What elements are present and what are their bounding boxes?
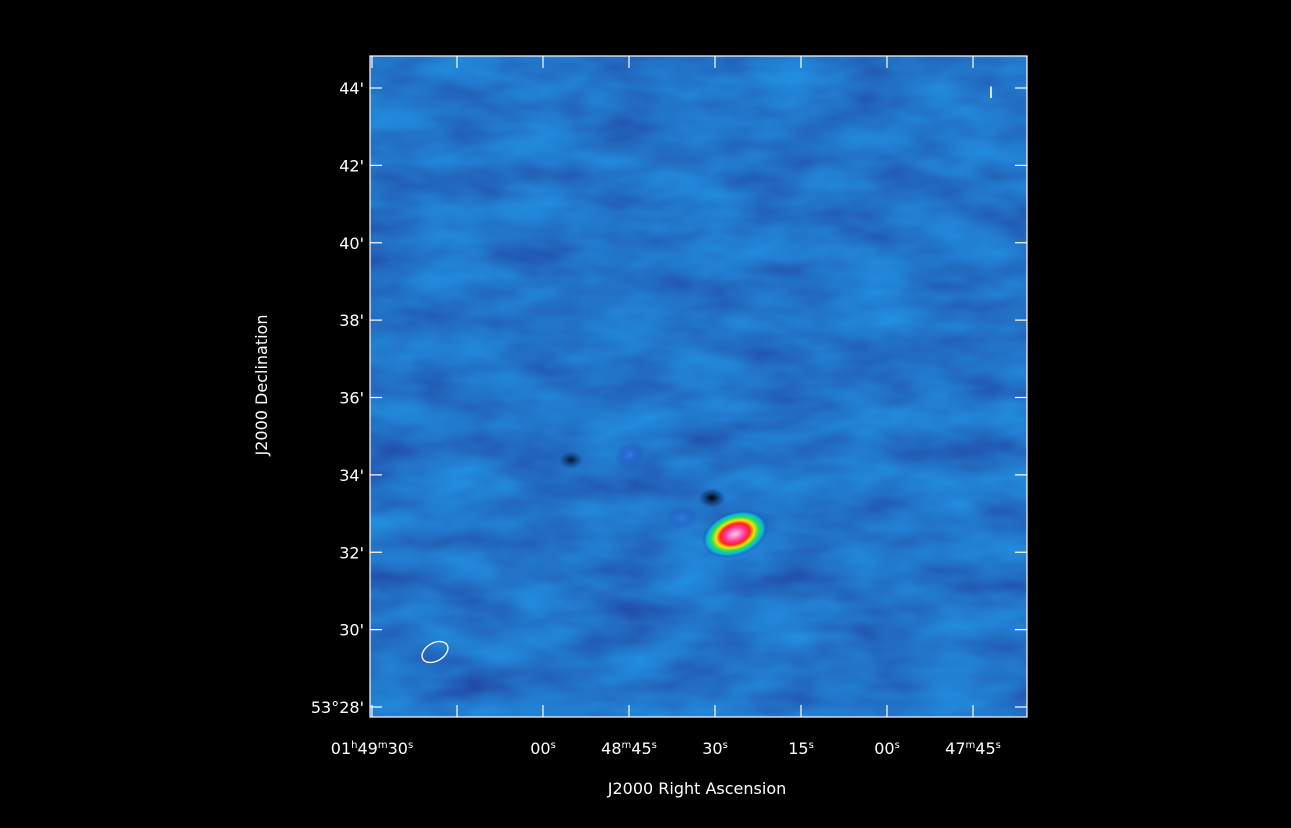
stokes-label: I [989, 83, 994, 102]
y-tick-label: 38' [339, 311, 364, 330]
x-tick-unit: s [895, 740, 900, 751]
x-tick-label: 01h49m30s [331, 739, 413, 758]
x-tick-number: 47 [945, 739, 965, 758]
x-tick-number: 01 [331, 739, 351, 758]
x-tick-unit: m [966, 740, 976, 751]
x-tick-number: 00 [874, 739, 894, 758]
y-axis-title: J2000 Declination [252, 315, 271, 457]
x-tick-number: 30 [388, 739, 408, 758]
x-tick-unit: s [723, 740, 728, 751]
x-tick-unit: s [551, 740, 556, 751]
x-tick-label: 00s [530, 739, 556, 758]
x-tick-unit: s [652, 740, 657, 751]
x-tick-number: 15 [788, 739, 808, 758]
y-tick-label: 40' [339, 234, 364, 253]
x-tick-label: 30s [702, 739, 728, 758]
x-axis-title: J2000 Right Ascension [607, 779, 787, 798]
x-tick-label: 48m45s [601, 739, 657, 758]
y-tick-label: 32' [339, 543, 364, 562]
x-tick-number: 49 [358, 739, 378, 758]
x-tick-number: 48 [601, 739, 621, 758]
x-tick-unit: m [378, 740, 388, 751]
x-tick-number: 45 [975, 739, 995, 758]
y-tick-label: 30' [339, 621, 364, 640]
y-tick-label: 53°28' [311, 698, 364, 717]
x-tick-number: 30 [702, 739, 722, 758]
x-tick-label: 47m45s [945, 739, 1001, 758]
viewer: I J2000 Declination J2000 Right Ascensio… [0, 0, 1291, 828]
x-tick-label: 15s [788, 739, 814, 758]
y-tick-label: 42' [339, 156, 364, 175]
sky-image [370, 56, 1027, 717]
x-tick-number: 00 [530, 739, 550, 758]
x-tick-number: 45 [631, 739, 651, 758]
y-tick-label: 36' [339, 389, 364, 408]
y-tick-label: 34' [339, 466, 364, 485]
x-tick-label: 00s [874, 739, 900, 758]
x-tick-unit: s [809, 740, 814, 751]
y-tick-label: 44' [339, 79, 364, 98]
x-tick-unit: s [408, 740, 413, 751]
x-tick-unit: m [622, 740, 632, 751]
x-tick-unit: s [996, 740, 1001, 751]
